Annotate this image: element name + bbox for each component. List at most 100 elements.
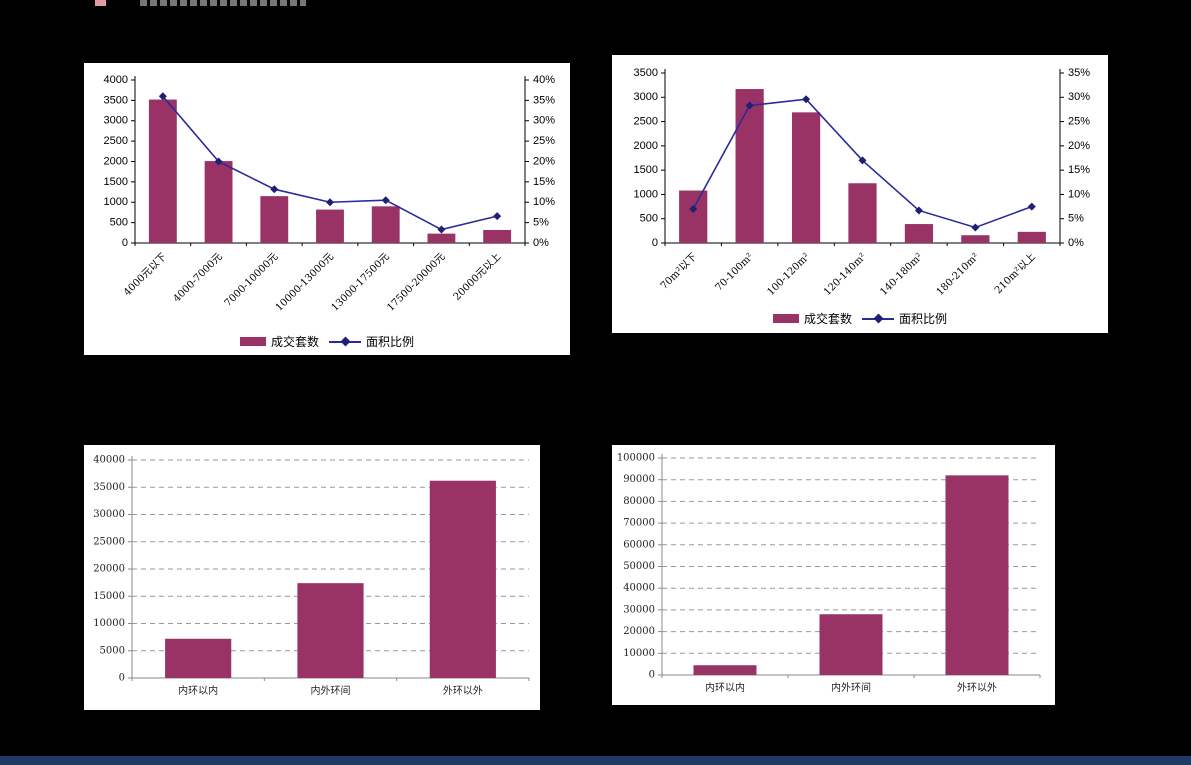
svg-text:3000: 3000	[104, 115, 128, 127]
svg-text:30%: 30%	[533, 115, 555, 127]
chart-panel-ring-area-left: 0 5000 10000 15000 20000 25000 30000 35000 40000…	[84, 445, 540, 710]
bar	[1017, 231, 1046, 243]
svg-text:10000: 10000	[623, 648, 655, 659]
bar	[148, 99, 177, 243]
category-label: 内外环间	[831, 681, 871, 694]
svg-text:500: 500	[110, 217, 128, 229]
svg-text:30000: 30000	[623, 604, 655, 615]
bar	[204, 161, 233, 243]
svg-text:50000: 50000	[623, 561, 655, 572]
svg-text:25%: 25%	[1068, 115, 1090, 127]
svg-text:0: 0	[122, 237, 128, 249]
category-label: 4000-7000元	[171, 251, 224, 304]
bar	[316, 209, 344, 243]
svg-text:20%: 20%	[1068, 140, 1090, 152]
category-label: 210m²以上	[992, 251, 1038, 297]
category-label: 4000元以下	[122, 251, 169, 298]
bar-swatch-icon	[239, 337, 266, 346]
category-label: 外环以外	[443, 685, 483, 697]
svg-text:3500: 3500	[104, 94, 128, 106]
svg-text:0: 0	[649, 670, 655, 681]
category-label: 180-210m²	[935, 251, 982, 298]
svg-text:1500: 1500	[104, 176, 128, 188]
legend-item-bars: 成交套数	[772, 310, 852, 327]
bar	[679, 190, 708, 243]
svg-text:25000: 25000	[93, 536, 125, 547]
svg-text:15%: 15%	[1068, 164, 1090, 176]
diamond-marker-icon	[270, 185, 279, 194]
bar	[429, 480, 496, 678]
svg-text:1500: 1500	[634, 164, 658, 176]
legend-label-bars: 成交套数	[803, 312, 852, 326]
category-label: 内环以内	[178, 684, 218, 697]
svg-text:10%: 10%	[1068, 188, 1090, 200]
svg-text:90000: 90000	[623, 474, 655, 485]
category-label: 10000-13000元	[274, 251, 336, 313]
svg-text:35%: 35%	[1068, 67, 1090, 79]
combo-chart-price-distribution: 0 500 1000 1500 2000 2500 3000 3500 4000 0% 5% 10% 1…	[104, 74, 556, 314]
svg-text:25%: 25%	[533, 135, 555, 147]
svg-text:15000: 15000	[93, 591, 125, 602]
svg-text:10000: 10000	[93, 618, 125, 629]
svg-text:10%: 10%	[533, 196, 555, 208]
footer-divider-bar	[0, 756, 1191, 765]
svg-text:5%: 5%	[1068, 213, 1084, 225]
bar	[791, 112, 821, 243]
svg-text:35000: 35000	[93, 482, 125, 493]
legend: 成交套数 面积比例	[84, 333, 570, 350]
svg-text:80000: 80000	[623, 496, 655, 507]
svg-text:0%: 0%	[533, 237, 549, 249]
svg-text:60000: 60000	[623, 539, 655, 550]
category-label: 120-140m²	[822, 251, 869, 298]
category-label: 7000-10000元	[223, 251, 281, 309]
legend-label-bars: 成交套数	[270, 335, 319, 349]
chart-panel-ring-area-right: 0 10000 20000 30000 40000 50000 60000 70000 8000…	[612, 445, 1055, 705]
chart-panel-price-distribution: 0 500 1000 1500 2000 2500 3000 3500 4000 0% 5% 10% 1…	[84, 63, 570, 355]
bar	[945, 475, 1009, 675]
bar	[483, 229, 512, 243]
legend-item-line: 面积比例	[329, 333, 414, 350]
category-label: 70m²以下	[659, 251, 699, 291]
svg-text:40000: 40000	[623, 583, 655, 594]
svg-text:5000: 5000	[100, 645, 125, 656]
svg-text:30%: 30%	[1068, 91, 1090, 103]
diamond-marker-icon	[381, 196, 390, 205]
clipped-header-text-strip	[140, 0, 306, 6]
category-label: 内外环间	[311, 684, 351, 697]
svg-text:0: 0	[119, 673, 125, 684]
diamond-marker-icon	[858, 156, 867, 165]
svg-text:4000: 4000	[104, 74, 128, 86]
svg-text:3500: 3500	[634, 67, 658, 79]
bar-swatch-icon	[772, 314, 799, 323]
svg-text:3000: 3000	[634, 91, 658, 103]
bar	[165, 638, 232, 678]
category-label: 外环以外	[957, 682, 997, 694]
category-label: 内环以内	[705, 681, 745, 694]
svg-text:2000: 2000	[634, 140, 658, 152]
legend-item-bars: 成交套数	[239, 333, 319, 350]
bar	[297, 583, 364, 678]
svg-text:2500: 2500	[104, 135, 128, 147]
diamond-marker-icon	[914, 206, 923, 215]
category-label: 20000元以上	[451, 251, 503, 303]
legend-label-line: 面积比例	[366, 335, 415, 349]
chart-panel-area-distribution: 0 500 1000 1500 2000 2500 3000 3500 0% 5% 10% 15% 20…	[612, 55, 1108, 333]
svg-text:2000: 2000	[104, 155, 128, 167]
category-label: 100-120m²	[765, 251, 812, 298]
svg-text:100000: 100000	[617, 453, 655, 464]
svg-text:500: 500	[640, 213, 658, 225]
legend: 成交套数 面积比例	[612, 310, 1108, 327]
svg-text:15%: 15%	[533, 176, 555, 188]
bar	[693, 665, 757, 675]
svg-text:20000: 20000	[93, 564, 125, 575]
diamond-marker-icon	[214, 157, 223, 166]
diamond-marker-icon	[1027, 202, 1036, 211]
svg-text:1000: 1000	[104, 196, 128, 208]
bar	[904, 224, 934, 243]
svg-text:2500: 2500	[634, 115, 658, 127]
diamond-marker-icon	[158, 92, 167, 101]
bar	[735, 89, 764, 244]
svg-text:35%: 35%	[533, 94, 555, 106]
line-marker-swatch-icon	[329, 336, 361, 347]
